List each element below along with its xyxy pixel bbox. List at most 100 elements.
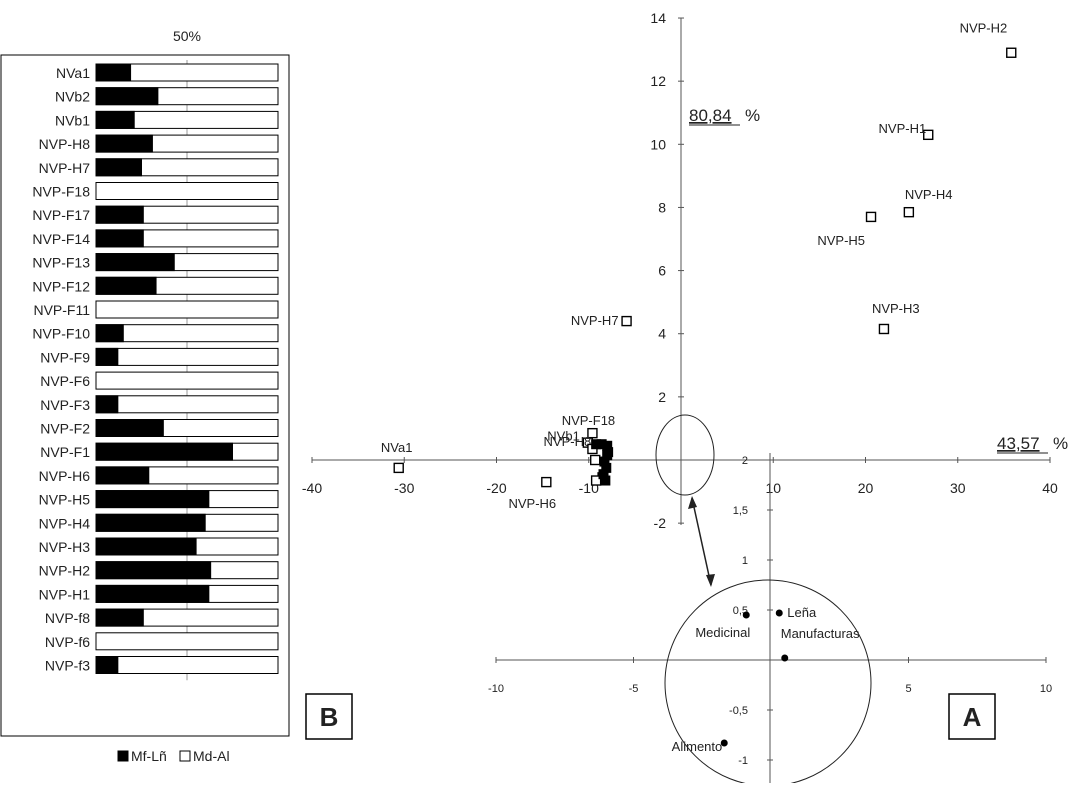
pct-x-value: 43,57 [997, 434, 1040, 453]
point-nvp-h1 [923, 129, 934, 141]
point-nvp-h7 [621, 315, 632, 327]
bar-label-nvp-f17: NVP-F17 [32, 207, 90, 223]
legend-swatch-mf-ln [117, 750, 129, 762]
x-tick-label: -20 [486, 480, 506, 496]
point-label-nvb1: NVb1 [547, 429, 580, 444]
panel-a-label: A [963, 702, 982, 732]
bar-md-al-nvp-f3 [95, 656, 279, 674]
scatter-points: NVP-H2 NVP-H1 NVP-H4 NVP-H5 NVP-H3 NVP-H7 NVa1… [381, 21, 1017, 511]
legend-label-md-al: Md-Al [193, 748, 230, 764]
point-label-nvp-h8: NVP-H8 [544, 434, 592, 449]
zoom-ellipse [655, 414, 715, 496]
bar-label-nvp-f8: NVP-f8 [45, 610, 90, 626]
point-label-nvp-f18: NVP-F18 [562, 413, 615, 428]
point-label-nvp-h3: NVP-H3 [872, 301, 920, 316]
bar-mf-ln-nvp-h5 [95, 490, 210, 509]
point-label-nvp-h7: NVP-H7 [571, 313, 619, 328]
inset-y-tick-label: -0,5 [729, 705, 748, 717]
loading-point-alimento [720, 739, 728, 747]
zoom-arrow [691, 497, 712, 586]
inset-x-tick-label: 10 [1040, 683, 1052, 695]
pct-x-sign: % [1053, 434, 1068, 453]
panel-b-legend: Mf-Lñ Md-Al [117, 748, 230, 764]
loading-label-le-a: Leña [787, 605, 817, 620]
y-axis-ticks: -2 2 4 6 8 10 12 14 [650, 10, 684, 531]
point-nvp-h6 [541, 476, 552, 488]
bar-label-nvp-h1: NVP-H1 [39, 586, 91, 602]
bar-label-nvp-f1: NVP-F1 [40, 444, 90, 460]
inset-x-ticks: -10 -5 5 10 [488, 657, 1052, 695]
bar-label-nvp-f11: NVP-F11 [33, 302, 90, 318]
bar-mf-ln-nvp-f1 [95, 442, 233, 461]
pct-y-value: 80,84 [689, 106, 732, 125]
loading-point-medicinal [742, 611, 750, 619]
legend-swatch-md-al [179, 750, 191, 762]
bar-mf-ln-nvb1 [95, 110, 135, 129]
inset-x-tick-label: -10 [488, 683, 504, 695]
filled-point [600, 475, 611, 486]
loading-label-medicinal: Medicinal [695, 625, 750, 640]
inset-y-tick-label: 1,5 [733, 505, 748, 517]
point-nvp-h8 [590, 454, 601, 466]
point-label-nvp-h1: NVP-H1 [879, 121, 927, 136]
bar-md-al-nvp-f9 [95, 347, 279, 366]
pct-y-sign: % [745, 106, 760, 125]
legend-label-mf-ln: Mf-Lñ [131, 748, 167, 764]
bar-mf-ln-nva1 [95, 63, 132, 82]
panel-b-frame [0, 54, 290, 737]
zoom-arrow-head-bottom [706, 574, 715, 587]
bar-label-nvp-f9: NVP-F9 [40, 349, 90, 365]
bar-mf-ln-nvp-h3 [95, 537, 197, 556]
panel-a-label-box [948, 693, 996, 740]
bar-label-nvb1: NVb1 [55, 112, 90, 128]
bar-mf-ln-nvp-f2 [95, 419, 164, 437]
point-label-nvp-h4: NVP-H4 [905, 187, 953, 202]
bar-label-nvp-h3: NVP-H3 [39, 539, 91, 555]
inset-x-tick-label: 5 [905, 683, 911, 695]
bar-label-nvp-h5: NVP-H5 [39, 492, 91, 508]
loading-label-manufacturas: Manufacturas [781, 626, 860, 641]
bar-mf-ln-nvp-f13 [95, 253, 175, 272]
point-label-nva1: NVa1 [381, 440, 413, 455]
bar-label-nvp-f13: NVP-F13 [32, 255, 90, 271]
bar-mf-ln-nvp-f3 [95, 656, 119, 674]
loading-point-le-a [775, 609, 783, 617]
bar-md-al-nvp-f6 [95, 371, 279, 390]
bar-md-al-nvp-f3 [95, 395, 279, 414]
bar-label-nvp-f3: NVP-F3 [40, 397, 90, 413]
point-nvp-h2 [1006, 47, 1017, 58]
bar-mf-ln-nvp-h6 [95, 466, 150, 485]
y-tick-label: 6 [658, 263, 666, 279]
inset-x-tick-label: -5 [629, 683, 639, 695]
bar-mf-ln-nvp-f12 [95, 276, 157, 295]
bar-md-al-nvp-f18 [95, 182, 279, 200]
bar-label-nvp-h2: NVP-H2 [39, 563, 91, 579]
y-tick-label: 12 [650, 73, 666, 89]
bar-mf-ln-nvp-h8 [95, 134, 153, 153]
filled-point [603, 447, 614, 458]
panel-b-top-label: 50% [173, 28, 201, 44]
bar-md-al-nvp-f6 [95, 632, 279, 651]
y-tick-label: 4 [658, 326, 666, 342]
x-tick-label: 10 [765, 480, 781, 496]
x-tick-label: -40 [302, 480, 322, 496]
bar-label-nvp-h4: NVP-H4 [39, 515, 91, 531]
bar-mf-ln-nvp-f9 [95, 347, 119, 366]
bar-mf-ln-nvp-f17 [95, 205, 144, 224]
bar-mf-ln-nvp-f3 [95, 395, 119, 414]
bar-label-nvp-f12: NVP-F12 [32, 278, 90, 294]
y-tick-label: 8 [658, 199, 666, 215]
bar-label-nvp-f2: NVP-F2 [40, 421, 90, 437]
inset-y-tick-label: 2 [742, 455, 748, 467]
point-nvp-h3 [878, 323, 890, 335]
loading-label-alimento: Alimento [672, 739, 723, 754]
bar-label-nvp-h6: NVP-H6 [39, 468, 91, 484]
panel-b-label-box [305, 693, 353, 740]
bar-label-nvp-f6: NVP-f6 [45, 634, 90, 650]
bar-mf-ln-nvp-f14 [95, 229, 144, 248]
bar-label-nvp-h7: NVP-H7 [39, 160, 91, 176]
inset-points: Leña Medicinal Manufacturas Alimento [672, 605, 860, 754]
